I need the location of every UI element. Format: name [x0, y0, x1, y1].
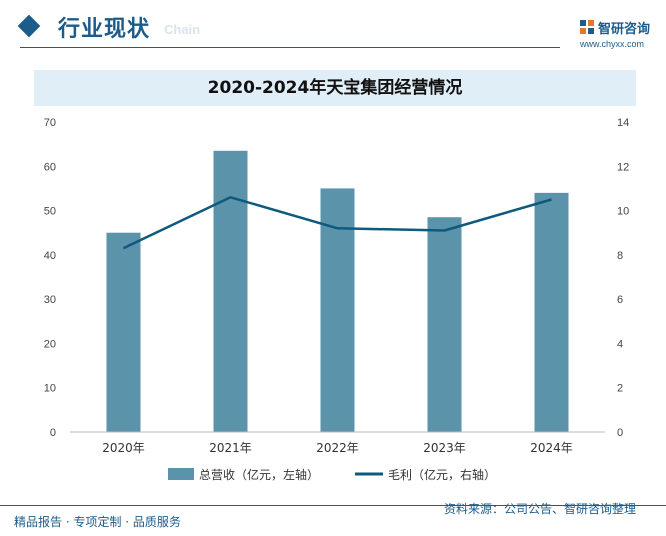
legend-label-revenue: 总营收（亿元，左轴）: [199, 467, 319, 482]
x-tick-label: 2023年: [423, 441, 466, 455]
bar-revenue: [534, 192, 569, 432]
right-axis-tick-label: 12: [617, 161, 629, 173]
chart-title: 2020-2024年天宝集团经营情况: [207, 78, 463, 98]
left-axis-tick-label: 30: [44, 294, 56, 306]
footer-divider: [0, 505, 666, 506]
legend-swatch-revenue: [168, 468, 194, 480]
brand-name: 智研咨询: [598, 22, 651, 37]
right-axis-tick-label: 8: [617, 250, 623, 262]
left-axis-tick-label: 10: [44, 383, 56, 395]
right-axis-tick-label: 2: [617, 383, 623, 395]
header-divider: [20, 47, 560, 48]
bar-revenue: [106, 232, 141, 432]
section-title: 行业现状: [58, 17, 151, 42]
chart-title-band: 2020-2024年天宝集团经营情况: [34, 70, 636, 106]
x-tick-label: 2021年: [209, 441, 252, 455]
right-axis-tick-label: 6: [617, 294, 623, 306]
x-tick-label: 2022年: [316, 441, 359, 455]
x-tick-label: 2024年: [530, 441, 573, 455]
right-axis-tick-label: 4: [617, 338, 623, 350]
footer-tagline: 精品报告 · 专项定制 · 品质服务: [14, 515, 181, 529]
brand-url: www.chyxx.com: [580, 39, 645, 49]
bar-revenue: [213, 150, 248, 433]
left-axis-tick-label: 60: [44, 161, 56, 173]
source-note: 资料来源：公司公告、智研咨询整理: [444, 502, 637, 516]
legend-label-profit: 毛利（亿元，右轴）: [388, 467, 496, 482]
section-header: 行业现状 Chain 智研咨询 www.chyxx.com: [0, 0, 666, 58]
right-axis-tick-label: 10: [617, 206, 629, 218]
line-gross-profit: [122, 196, 552, 250]
right-axis-tick-label: 14: [617, 117, 629, 129]
left-axis-tick-label: 20: [44, 338, 56, 350]
left-axis-tick-label: 70: [44, 117, 56, 129]
left-axis-tick-label: 50: [44, 206, 56, 218]
bar-revenue: [427, 217, 462, 432]
section-watermark: Chain: [164, 22, 201, 37]
chart-area: 0 10 20 30 40 50 60 70 0 2 4 6 8 10 12 14 2020年 2021年 20…: [44, 117, 630, 482]
left-axis-tick-label: 40: [44, 250, 56, 262]
x-tick-label: 2020年: [102, 441, 145, 455]
right-axis-tick-label: 0: [617, 427, 623, 439]
brand-logo-icon: [580, 20, 594, 34]
left-axis-tick-label: 0: [50, 427, 56, 439]
